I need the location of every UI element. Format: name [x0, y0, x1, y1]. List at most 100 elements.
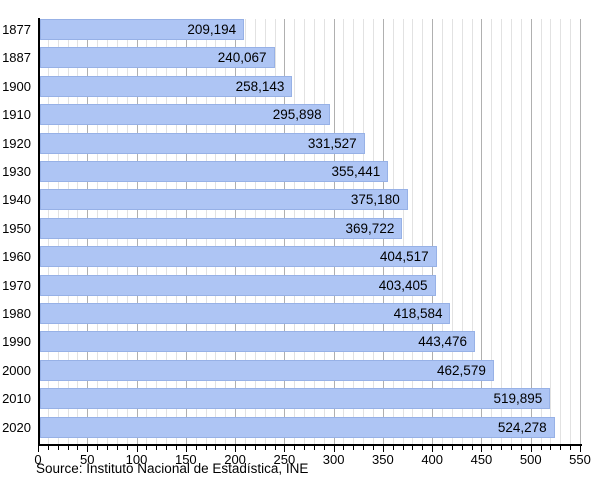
grid-line-minor: [560, 19, 562, 445]
x-axis-minor-tick: [47, 446, 49, 450]
grid-line-minor: [471, 19, 473, 445]
x-axis-minor-tick: [274, 446, 276, 450]
x-axis-minor-tick: [106, 446, 108, 450]
x-axis-minor-tick: [313, 446, 315, 450]
x-axis-minor-tick: [373, 446, 375, 450]
x-axis-minor-tick: [97, 446, 99, 450]
x-axis-line: [38, 444, 582, 446]
x-axis-minor-tick: [294, 446, 296, 450]
y-axis-label: 1910: [2, 107, 31, 123]
x-axis-minor-tick: [560, 446, 562, 450]
x-axis-minor-tick: [540, 446, 542, 450]
x-axis-minor-tick: [343, 446, 345, 450]
grid-line-minor: [511, 19, 513, 445]
bar-value-label: 519,895: [493, 391, 543, 407]
x-axis-minor-tick: [511, 446, 513, 450]
x-axis-major-tick: [333, 446, 335, 452]
x-axis-minor-tick: [205, 446, 207, 450]
x-axis-major-tick: [185, 446, 187, 452]
bar: 240,067: [40, 47, 275, 69]
x-axis-minor-tick: [363, 446, 365, 450]
x-axis-minor-tick: [225, 446, 227, 450]
grid-line-minor: [422, 19, 424, 445]
x-axis-minor-tick: [392, 446, 394, 450]
grid-line-minor: [442, 19, 444, 445]
x-axis-minor-tick: [304, 446, 306, 450]
y-axis-label: 1990: [2, 334, 31, 350]
bar-value-label: 443,476: [418, 334, 468, 350]
bar: 418,584: [40, 303, 451, 324]
grid-line-minor: [402, 19, 404, 445]
y-axis-line: [38, 18, 40, 446]
source-caption: Source: Instituto Nacional de Estadístic…: [36, 461, 309, 476]
x-axis-major-tick: [38, 446, 39, 452]
x-axis-tick-label: 550: [569, 452, 591, 467]
x-axis-major-tick: [284, 446, 286, 452]
bar: 295,898: [40, 104, 330, 126]
x-axis-minor-tick: [57, 446, 59, 450]
bar: 404,517: [40, 246, 437, 268]
y-axis-label: 1930: [2, 164, 31, 179]
x-axis-minor-tick: [175, 446, 177, 450]
x-axis-major-tick: [530, 446, 532, 452]
y-axis-label: 1900: [2, 78, 31, 94]
x-axis-minor-tick: [244, 446, 246, 450]
x-axis-minor-tick: [520, 446, 522, 450]
y-axis-label: 1960: [2, 249, 31, 265]
y-axis-label: 1980: [2, 306, 31, 321]
bar-value-label: 404,517: [379, 249, 429, 265]
grid-line-major: [530, 19, 532, 445]
bar: 331,527: [40, 132, 365, 154]
x-axis-minor-tick: [195, 446, 197, 450]
y-axis-label: 2010: [2, 391, 31, 407]
y-axis-label: 1877: [2, 22, 31, 37]
y-axis-label: 1950: [2, 220, 31, 236]
x-axis-minor-tick: [501, 446, 503, 450]
bar-value-label: 369,722: [345, 220, 395, 236]
grid-line-minor: [550, 19, 552, 445]
x-axis-tick-label: 450: [470, 452, 493, 467]
y-axis-label: 1887: [2, 50, 31, 66]
x-axis-tick-label: 250: [273, 452, 296, 467]
bar-value-label: 462,579: [437, 362, 486, 378]
x-axis-minor-tick: [156, 446, 158, 450]
bar-value-label: 418,584: [393, 306, 443, 321]
x-axis-minor-tick: [126, 446, 128, 450]
x-axis-tick-label: 350: [372, 452, 394, 467]
x-axis-minor-tick: [254, 446, 256, 450]
grid-line-major: [432, 19, 434, 445]
x-axis-tick-label: 50: [80, 452, 95, 467]
grid-line-minor: [491, 19, 493, 445]
grid-line-minor: [451, 19, 453, 445]
bar: 369,722: [40, 217, 403, 239]
x-axis-major-tick: [87, 446, 89, 452]
y-axis-label: 1920: [2, 135, 31, 151]
bar-value-label: 403,405: [378, 277, 428, 293]
bar: 462,579: [40, 359, 494, 381]
grid-line-minor: [540, 19, 542, 445]
x-axis-tick-label: 400: [421, 452, 444, 467]
x-axis-minor-tick: [77, 446, 79, 450]
x-axis-minor-tick: [116, 446, 118, 450]
grid-line-minor: [520, 19, 522, 445]
bar: 524,278: [40, 416, 555, 438]
x-axis-minor-tick: [166, 446, 168, 450]
x-axis-minor-tick: [570, 446, 572, 450]
bar-value-label: 209,194: [187, 22, 237, 37]
x-axis-minor-tick: [412, 446, 414, 450]
x-axis-minor-tick: [471, 446, 473, 450]
x-axis-tick-label: 0: [34, 452, 42, 467]
grid-line-major: [481, 19, 483, 445]
y-axis-label: 1940: [2, 192, 31, 208]
x-axis-tick-label: 150: [174, 452, 197, 467]
bar: 443,476: [40, 331, 476, 353]
bar-value-label: 524,278: [497, 419, 547, 435]
bar: 209,194: [40, 19, 245, 40]
x-axis-minor-tick: [215, 446, 217, 450]
bar: 403,405: [40, 274, 436, 296]
x-axis-minor-tick: [402, 446, 404, 450]
x-axis-minor-tick: [550, 446, 552, 450]
grid-line-major: [580, 19, 581, 445]
